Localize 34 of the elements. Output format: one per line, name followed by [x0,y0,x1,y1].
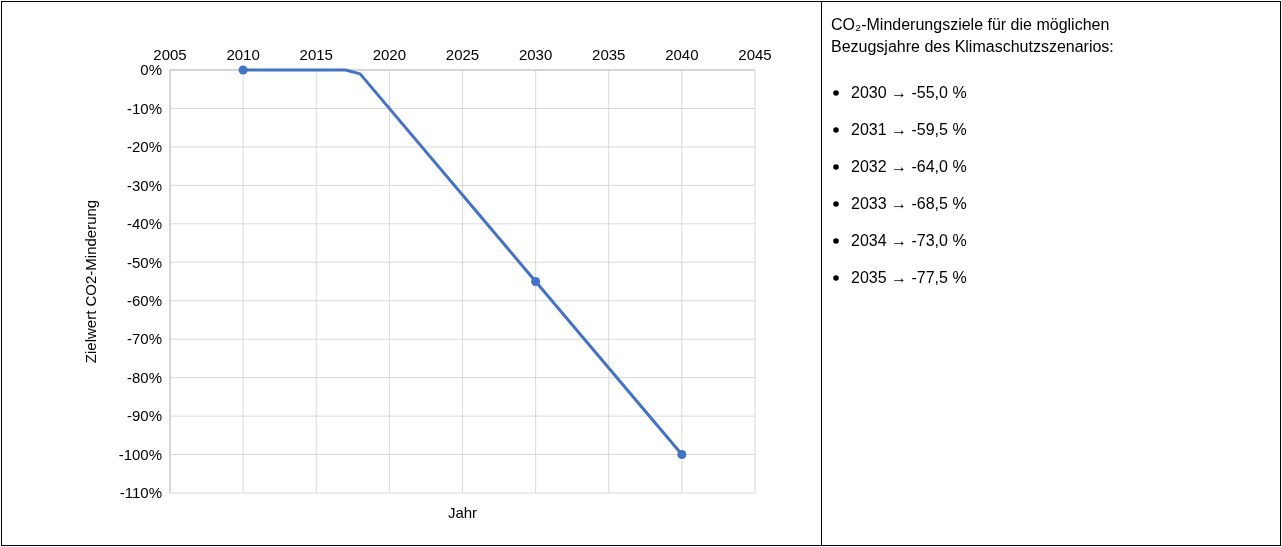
x-tick-label: 2035 [592,46,626,63]
text: 2030 → -55,0 % [851,84,967,101]
text: 2035 → -77,5 % [851,269,967,286]
point [238,65,248,75]
text: 2034 → -73,0 % [851,232,967,249]
y-tick-label: -40% [126,215,162,233]
y-tick-label: -110% [119,484,162,502]
x-axis-title: Jahr [447,504,478,521]
x-tick-label: 2030 [518,46,553,63]
text: CO₂-Minderungsziele für die möglichen [831,16,1110,33]
y-tick-label: -10% [126,99,162,117]
x-tick-label: 2005 [153,46,187,63]
x-tick-label: 2015 [299,46,333,63]
y-tick-label: -80% [126,368,162,386]
x-tick-label: 2010 [226,46,260,63]
text: 2031 → -59,5 % [851,121,967,138]
x-tick-label: 2040 [665,46,699,63]
text: 2033 → -68,5 % [851,195,967,212]
x-tick-label: 2025 [445,46,480,63]
y-tick-label: -70% [126,330,162,348]
y-tick-label: 0% [140,61,162,79]
text: Bezugsjahre des Klimaschutzszenarios: [831,38,1114,55]
y-axis-title: Zielwert CO2-Minderung [82,199,99,364]
y-tick-label: -60% [126,291,162,309]
y-tick-label: -50% [126,253,162,271]
y-tick-label: -90% [126,407,162,425]
y-tick-label: -20% [126,138,162,156]
point [531,277,541,286]
x-tick-label: 2045 [738,46,772,63]
x-tick-label: 2020 [372,46,407,63]
text: 2032 → -64,0 % [851,158,967,175]
point [677,450,687,460]
y-tick-label: -100% [118,445,162,463]
y-tick-label: -30% [126,176,162,194]
